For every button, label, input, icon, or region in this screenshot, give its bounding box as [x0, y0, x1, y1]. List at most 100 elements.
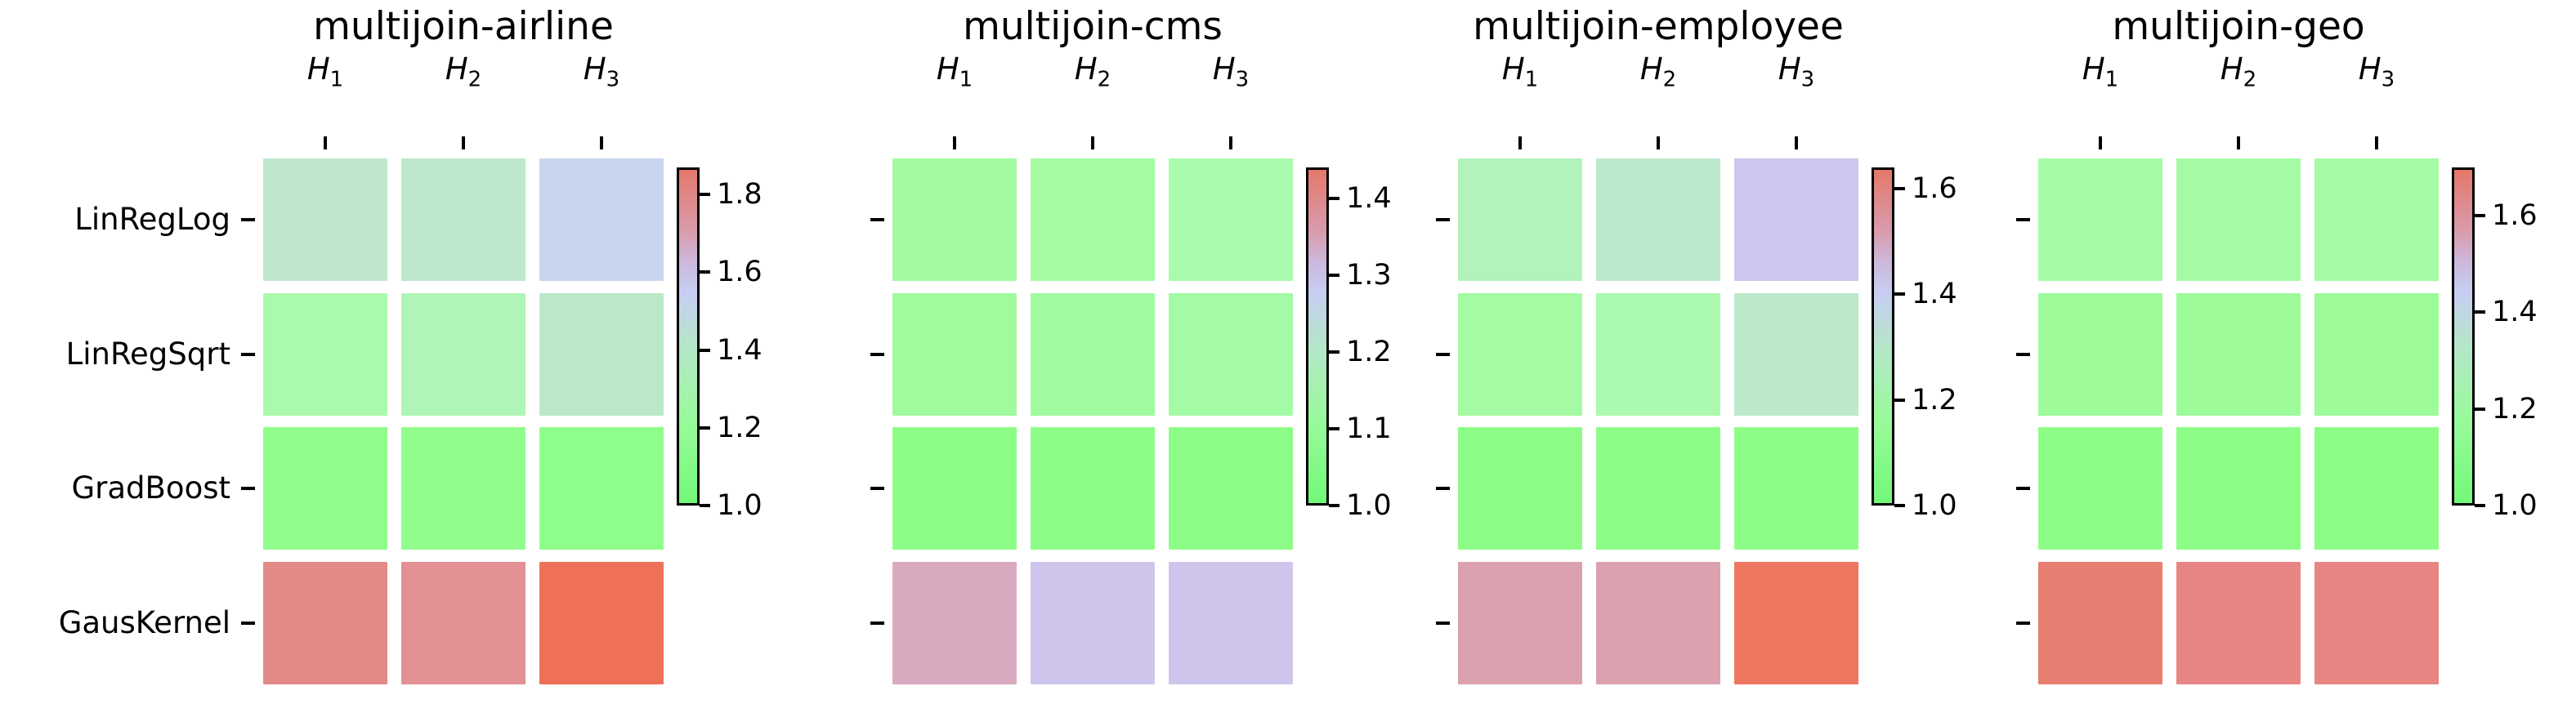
heatmap-cell: [401, 562, 525, 684]
y-axis-tick: [241, 487, 255, 490]
y-axis-tick: [2016, 487, 2030, 490]
heatmap-cell: [1458, 427, 1582, 550]
colorbar-tick-label: 1.6: [717, 256, 763, 289]
colorbar-tick: [1894, 398, 1905, 402]
heatmap-cell: [1169, 427, 1293, 550]
column-label-h2: H2: [2181, 51, 2296, 92]
x-axis-tick: [324, 136, 327, 149]
heatmap-cell: [401, 427, 525, 550]
column-label-base: H: [936, 51, 959, 87]
heatmap-cell: [892, 427, 1017, 550]
colorbar-tick-label: 1.0: [717, 489, 763, 522]
colorbar: [1306, 167, 1329, 506]
heatmap-cell: [1596, 427, 1720, 550]
x-axis-tick: [1091, 136, 1094, 149]
column-label-base: H: [2082, 51, 2105, 87]
colorbar-tick: [1329, 350, 1339, 354]
column-label-subscript: 1: [1524, 67, 1539, 92]
heatmap-cell: [2038, 158, 2162, 281]
heatmap-cell: [263, 158, 387, 281]
x-axis-tick: [1657, 136, 1660, 149]
heatmap-cell: [539, 562, 664, 684]
row-label-linregsqrt: LinRegSqrt: [65, 336, 230, 372]
heatmap-cell: [2038, 562, 2162, 684]
heatmap-cell: [2176, 158, 2301, 281]
colorbar-tick: [2475, 407, 2485, 411]
x-axis-tick: [2375, 136, 2378, 149]
colorbar: [677, 167, 700, 506]
column-label-base: H: [1074, 51, 1098, 87]
heatmap-cell: [1169, 562, 1293, 684]
colorbar-tick: [700, 426, 710, 430]
heatmap-cell: [1458, 562, 1582, 684]
heatmap-cell: [1458, 293, 1582, 416]
column-label-h1: H1: [268, 51, 382, 92]
column-label-subscript: 3: [1235, 67, 1250, 92]
colorbar-tick: [1894, 186, 1905, 190]
y-axis-tick: [870, 487, 884, 490]
y-axis-tick: [241, 353, 255, 356]
y-axis-tick: [2016, 353, 2030, 356]
heatmap-cell: [2176, 293, 2301, 416]
colorbar-tick: [2475, 214, 2485, 218]
column-label-subscript: 2: [2243, 67, 2257, 92]
row-label-gradboost: GradBoost: [71, 470, 231, 506]
panel-title: multijoin-employee: [1473, 4, 1844, 49]
colorbar: [2452, 167, 2475, 506]
heatmap-cell: [1596, 158, 1720, 281]
colorbar-tick: [1329, 504, 1339, 507]
colorbar-tick-label: 1.2: [1912, 383, 1957, 417]
heatmap-cell: [1031, 427, 1155, 550]
heatmap-cell: [539, 427, 664, 550]
y-axis-tick: [1436, 353, 1450, 356]
colorbar-tick-label: 1.6: [2492, 199, 2538, 233]
heatmap-cell: [2038, 427, 2162, 550]
heatmap-cell: [401, 158, 525, 281]
heatmap-cell: [892, 293, 1017, 416]
colorbar-tick: [1894, 504, 1905, 507]
column-label-h1: H1: [897, 51, 1012, 90]
colorbar-tick-label: 1.1: [1346, 412, 1392, 445]
panel-title: multijoin-airline: [313, 4, 614, 49]
column-label-base: H: [1212, 51, 1236, 87]
colorbar-tick-label: 1.8: [717, 178, 763, 212]
heatmap-cell: [2314, 158, 2439, 281]
heatmap-cell: [2314, 562, 2439, 684]
heatmap-cell: [2176, 427, 2301, 550]
heatmap-cell: [1734, 427, 1858, 550]
colorbar-tick: [1329, 273, 1339, 277]
heatmap-cell: [1458, 158, 1582, 281]
heatmap-cell: [263, 562, 387, 684]
heatmap-cell: [539, 158, 664, 281]
panel-title: multijoin-geo: [2112, 4, 2365, 49]
column-label-base: H: [1639, 51, 1663, 87]
y-axis-tick: [1436, 218, 1450, 221]
y-axis-tick: [870, 622, 884, 625]
y-axis-tick: [2016, 622, 2030, 625]
row-label-gauskernel: GausKernel: [58, 605, 230, 640]
colorbar-tick-label: 1.2: [717, 411, 763, 444]
column-label-h3: H3: [544, 51, 659, 90]
x-axis-tick: [1518, 136, 1522, 149]
colorbar: [1872, 167, 1894, 506]
column-label-subscript: 2: [467, 67, 482, 92]
colorbar-tick-label: 1.0: [2492, 489, 2538, 522]
heatmap-cell: [1169, 158, 1293, 281]
colorbar-tick: [2475, 310, 2485, 314]
column-label-base: H: [2220, 51, 2243, 87]
heatmap-cell: [539, 293, 664, 416]
column-label-h1: H1: [2043, 51, 2158, 92]
heatmap-cell: [1031, 158, 1155, 281]
column-label-subscript: 1: [2104, 67, 2119, 92]
colorbar-tick-label: 1.4: [1912, 278, 1957, 311]
heatmap-cell: [263, 427, 387, 550]
column-label-subscript: 1: [329, 67, 344, 92]
heatmap-cell: [2038, 293, 2162, 416]
column-label-subscript: 3: [2381, 67, 2395, 92]
column-label-subscript: 3: [1800, 67, 1815, 92]
x-axis-tick: [600, 136, 603, 149]
heatmap-cell: [1734, 562, 1858, 684]
